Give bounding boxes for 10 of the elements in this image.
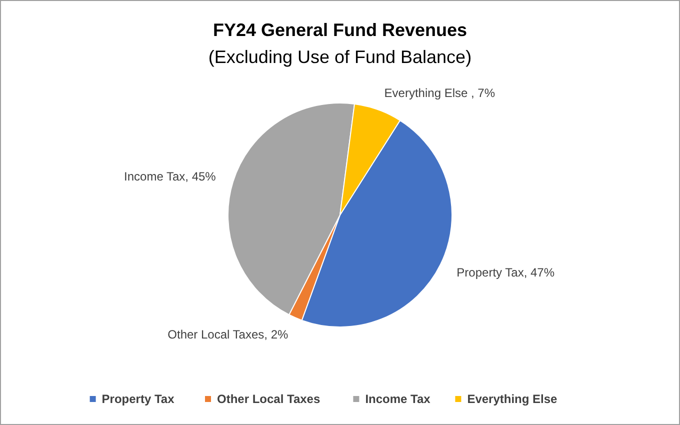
legend-label: Everything Else	[467, 392, 558, 406]
legend-label: Other Local Taxes	[217, 392, 320, 406]
data-label: Everything Else , 7%	[384, 86, 496, 100]
data-label: Property Tax, 47%	[456, 266, 555, 280]
chart-subtitle: (Excluding Use of Fund Balance)	[208, 47, 472, 67]
data-label: Income Tax, 45%	[124, 170, 216, 184]
legend-label: Income Tax	[365, 392, 431, 406]
legend-label: Property Tax	[102, 392, 175, 406]
chart-title: FY24 General Fund Revenues	[212, 20, 468, 40]
data-label: Other Local Taxes, 2%	[168, 327, 289, 342]
